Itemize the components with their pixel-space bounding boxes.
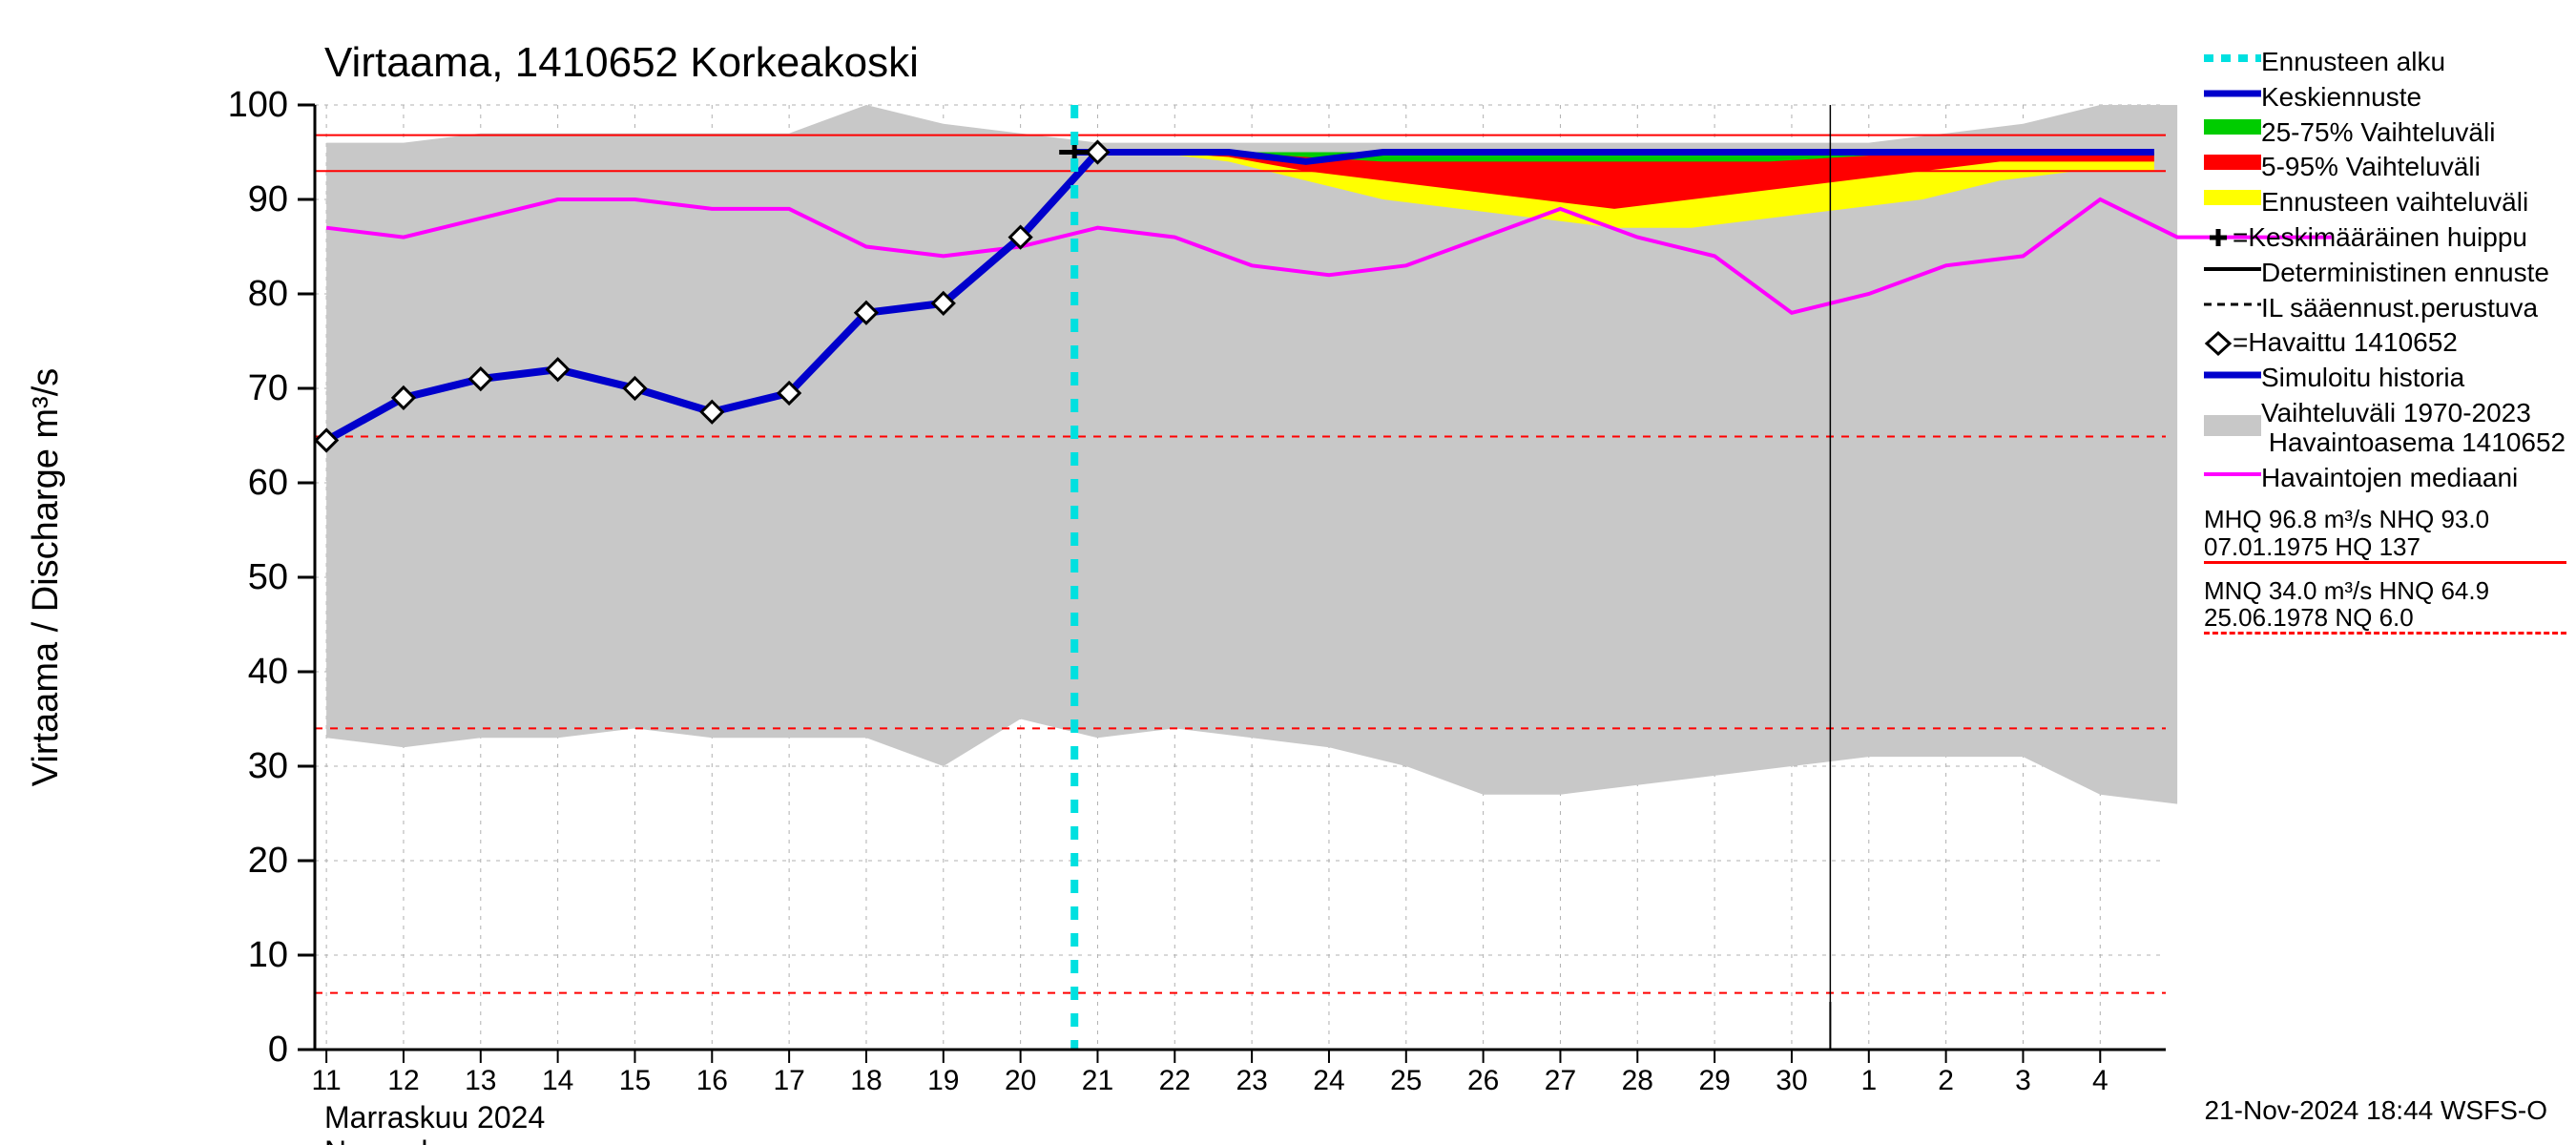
legend-swatch-forecast_start	[2204, 49, 2261, 75]
legend-item-sim_history: Simuloitu historia	[2204, 364, 2566, 393]
legend-swatch-median	[2204, 465, 2261, 491]
svg-text:24: 24	[1313, 1065, 1344, 1096]
legend-item-history_band: Vaihteluväli 1970-2023 Havaintoasema 141…	[2204, 399, 2566, 458]
svg-text:30: 30	[248, 746, 288, 786]
svg-text:Virtaama, 1410652 Korkeakoski: Virtaama, 1410652 Korkeakoski	[324, 39, 919, 86]
svg-text:21: 21	[1082, 1065, 1113, 1096]
svg-text:12: 12	[387, 1065, 419, 1096]
legend-item-observed: =Havaittu 1410652	[2204, 328, 2566, 358]
timestamp: 21-Nov-2024 18:44 WSFS-O	[2205, 1095, 2548, 1126]
svg-text:20: 20	[1005, 1065, 1036, 1096]
discharge-chart: 0102030405060708090100111213141516171819…	[0, 0, 2576, 1145]
svg-text:26: 26	[1467, 1065, 1499, 1096]
svg-text:Virtaama / Discharge m³/s: Virtaama / Discharge m³/s	[26, 368, 66, 787]
legend-stats: MHQ 96.8 m³/s NHQ 93.007.01.1975 HQ 137	[2204, 506, 2566, 563]
legend-label: 5-95% Vaihteluväli	[2261, 153, 2481, 182]
svg-text:14: 14	[542, 1065, 573, 1096]
chart-container: 0102030405060708090100111213141516171819…	[0, 0, 2576, 1145]
svg-text:27: 27	[1545, 1065, 1576, 1096]
svg-text:11: 11	[312, 1065, 342, 1096]
svg-text:18: 18	[850, 1065, 882, 1096]
legend-swatch-band_full	[2204, 190, 2261, 217]
legend-item-band_5_95: 5-95% Vaihteluväli	[2204, 153, 2566, 182]
svg-text:20: 20	[248, 841, 288, 881]
svg-text:4: 4	[2092, 1065, 2109, 1096]
legend-label: Keskiennuste	[2261, 83, 2421, 113]
svg-text:28: 28	[1622, 1065, 1653, 1096]
svg-text:30: 30	[1776, 1065, 1807, 1096]
legend-swatch-observed	[2204, 330, 2233, 357]
legend-label: 25-75% Vaihteluväli	[2261, 118, 2495, 148]
legend-label: IL sääennust.perustuva	[2261, 294, 2538, 323]
legend-swatch-band_25_75	[2204, 119, 2261, 146]
stat-line: MNQ 34.0 m³/s HNQ 64.9	[2204, 577, 2566, 605]
svg-text:19: 19	[927, 1065, 959, 1096]
svg-text:17: 17	[773, 1065, 804, 1096]
svg-text:0: 0	[268, 1030, 288, 1070]
svg-text:90: 90	[248, 179, 288, 219]
legend-item-median: Havaintojen mediaani	[2204, 464, 2566, 493]
legend-stats: MNQ 34.0 m³/s HNQ 64.925.06.1978 NQ 6.0	[2204, 577, 2566, 635]
svg-text:40: 40	[248, 652, 288, 692]
legend: Ennusteen alku Keskiennuste 25-75% Vaihtel…	[2204, 48, 2566, 635]
legend-item-il_forecast: IL sääennust.perustuva	[2204, 294, 2566, 323]
legend-item-forecast_start: Ennusteen alku	[2204, 48, 2566, 77]
legend-swatch-mean_forecast	[2204, 84, 2261, 111]
legend-label: Vaihteluväli 1970-2023 Havaintoasema 141…	[2261, 399, 2566, 458]
legend-swatch-history_band	[2204, 415, 2261, 442]
svg-text:50: 50	[248, 557, 288, 597]
legend-label: Ennusteen vaihteluväli	[2261, 188, 2528, 218]
svg-text:70: 70	[248, 368, 288, 408]
stat-line: MHQ 96.8 m³/s NHQ 93.0	[2204, 506, 2566, 533]
legend-label: =Keskimääräinen huippu	[2233, 223, 2527, 253]
svg-text:22: 22	[1159, 1065, 1191, 1096]
stat-line: 07.01.1975 HQ 137	[2204, 533, 2566, 561]
legend-label: =Havaittu 1410652	[2233, 328, 2458, 358]
svg-text:2: 2	[1938, 1065, 1954, 1096]
svg-text:60: 60	[248, 463, 288, 503]
svg-text:16: 16	[696, 1065, 728, 1096]
legend-swatch-band_5_95	[2204, 155, 2261, 181]
stat-line: 25.06.1978 NQ 6.0	[2204, 604, 2566, 632]
legend-swatch-il_forecast	[2204, 295, 2261, 322]
svg-text:25: 25	[1390, 1065, 1422, 1096]
legend-item-band_full: Ennusteen vaihteluväli	[2204, 188, 2566, 218]
legend-item-deterministic: Deterministinen ennuste	[2204, 259, 2566, 288]
svg-text:100: 100	[228, 85, 288, 125]
legend-swatch-deterministic	[2204, 260, 2261, 286]
legend-label: Simuloitu historia	[2261, 364, 2464, 393]
legend-label: Havaintojen mediaani	[2261, 464, 2518, 493]
svg-text:29: 29	[1698, 1065, 1730, 1096]
svg-text:November: November	[324, 1135, 466, 1145]
stat-rule	[2204, 632, 2566, 635]
legend-swatch-sim_history	[2204, 365, 2261, 392]
svg-text:10: 10	[248, 935, 288, 975]
legend-label: Ennusteen alku	[2261, 48, 2445, 77]
svg-text:3: 3	[2015, 1065, 2031, 1096]
svg-text:23: 23	[1236, 1065, 1267, 1096]
stat-rule	[2204, 561, 2566, 564]
legend-item-mean_forecast: Keskiennuste	[2204, 83, 2566, 113]
legend-item-peak: =Keskimääräinen huippu	[2204, 223, 2566, 253]
legend-swatch-peak	[2204, 224, 2233, 251]
svg-text:15: 15	[619, 1065, 651, 1096]
svg-text:Marraskuu 2024: Marraskuu 2024	[324, 1100, 545, 1135]
legend-label: Deterministinen ennuste	[2261, 259, 2549, 288]
svg-text:13: 13	[465, 1065, 496, 1096]
svg-text:80: 80	[248, 274, 288, 314]
legend-item-band_25_75: 25-75% Vaihteluväli	[2204, 118, 2566, 148]
svg-text:1: 1	[1860, 1065, 1877, 1096]
